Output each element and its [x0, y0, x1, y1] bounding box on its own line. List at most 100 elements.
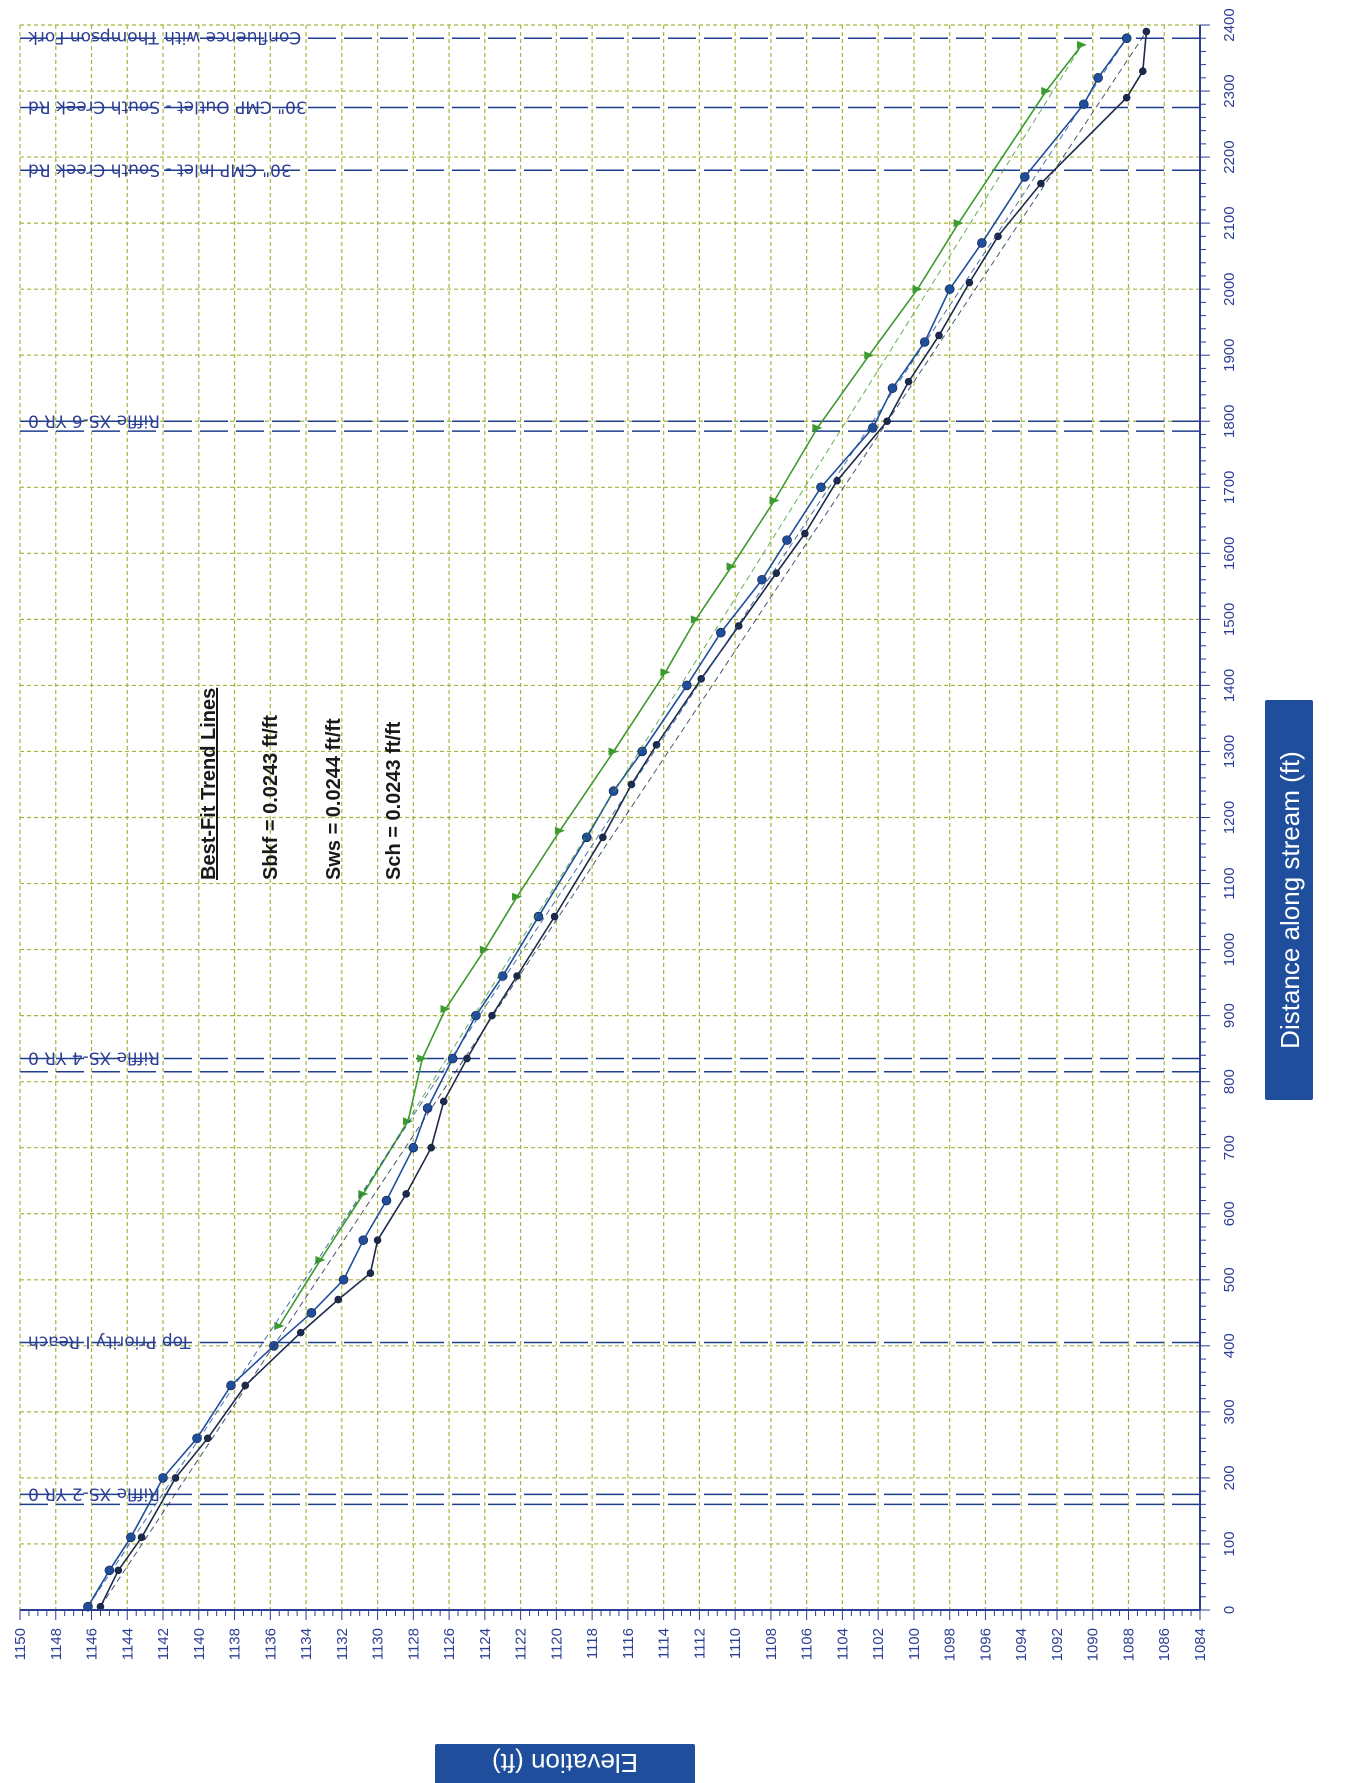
- series-point: [171, 1474, 180, 1482]
- series-point: [887, 383, 898, 394]
- y-tick-label: 1120: [548, 1628, 565, 1660]
- y-tick-label: 1136: [262, 1628, 279, 1660]
- x-tick-label: 2200: [1221, 140, 1238, 173]
- y-tick-label: 1142: [155, 1628, 172, 1660]
- series-group: [83, 27, 1151, 1612]
- series-point: [366, 1269, 375, 1277]
- y-tick-label: 1114: [656, 1628, 673, 1659]
- x-tick-label: 1500: [1221, 603, 1238, 636]
- y-tick-label: 1132: [334, 1628, 351, 1660]
- series-point: [408, 1142, 419, 1153]
- y-axis-title: Elevation (ft): [492, 1748, 638, 1778]
- series-point: [550, 912, 559, 921]
- x-tick-label: 1200: [1221, 801, 1238, 834]
- reference-lines: Riffle XS-2 YR 0 Top Priority I Reach Riff…: [20, 27, 1200, 1506]
- y-tick-label: 1128: [405, 1628, 422, 1660]
- y-tick-label: 1144: [119, 1628, 136, 1660]
- series-point: [912, 285, 923, 294]
- series-point: [1122, 93, 1131, 102]
- x-axis-title: Distance along stream (ft): [1275, 751, 1305, 1049]
- series-point: [296, 1328, 305, 1337]
- series-point: [1138, 67, 1147, 76]
- series-point: [726, 562, 737, 571]
- y-tick-label: 1084: [1192, 1628, 1209, 1661]
- series-point: [126, 1532, 136, 1543]
- series-point: [427, 1143, 436, 1152]
- series-point: [338, 1274, 349, 1285]
- y-tick-label: 1116: [620, 1628, 637, 1659]
- series-point: [306, 1308, 317, 1318]
- axes: 0 100 200 300 400 500 600 700 800 900 1000 1100 1200…: [12, 8, 1238, 1661]
- series-point: [422, 1103, 433, 1113]
- reference-line-label: Top Priority I Reach: [28, 1332, 191, 1352]
- series-point: [935, 331, 943, 340]
- series-point: [137, 1533, 146, 1542]
- series-point: [192, 1433, 202, 1444]
- series-point: [203, 1434, 212, 1443]
- series-point: [158, 1473, 168, 1483]
- x-tick-label: 2000: [1221, 272, 1238, 305]
- annotation-line-sbkf: Sbkf = 0.0243 ft/ft: [260, 715, 282, 880]
- x-tick-label: 100: [1221, 1531, 1238, 1556]
- x-tick-label: 600: [1221, 1201, 1238, 1226]
- x-tick-label: 2300: [1221, 74, 1238, 107]
- series-point: [868, 423, 878, 433]
- series-point: [660, 668, 671, 677]
- reference-line-label: Riffle XS-2 YR 0: [28, 1483, 160, 1503]
- x-axis-title-group: Distance along stream (ft): [1265, 700, 1313, 1100]
- y-tick-label: 1112: [691, 1628, 708, 1659]
- series-point: [439, 1097, 448, 1106]
- series-point: [497, 971, 508, 981]
- x-tick-label: 700: [1221, 1135, 1238, 1160]
- y-tick-label: 1130: [370, 1628, 387, 1660]
- x-tick-label: 1400: [1221, 669, 1238, 702]
- series-point: [417, 1054, 428, 1063]
- series-point: [944, 284, 955, 294]
- series-line: [87, 37, 1128, 1608]
- x-tick-label: 1000: [1221, 933, 1238, 966]
- y-tick-label: 1094: [1013, 1628, 1030, 1661]
- trend-annotation: Best-Fit Trend Lines Sbkf = 0.0243 ft/ft…: [198, 688, 405, 880]
- trend-line: [278, 44, 1083, 1327]
- x-tick-label: 300: [1221, 1399, 1238, 1424]
- x-tick-label: 800: [1221, 1069, 1238, 1094]
- series-point: [816, 482, 826, 493]
- x-tick-label: 1600: [1221, 537, 1238, 570]
- series-point: [769, 496, 780, 505]
- y-tick-label: 1138: [227, 1628, 244, 1660]
- series-point: [1121, 33, 1132, 44]
- x-tick-label: 500: [1221, 1267, 1238, 1292]
- y-tick-label: 1108: [763, 1628, 780, 1660]
- y-tick-label: 1110: [727, 1628, 744, 1659]
- x-tick-label: 200: [1221, 1465, 1238, 1490]
- series-point: [1078, 99, 1089, 110]
- series-point: [637, 746, 647, 757]
- y-axis-title-group: Elevation (ft): [435, 1744, 695, 1783]
- trend-line: [87, 37, 1128, 1607]
- y-tick-label: 1150: [12, 1628, 29, 1660]
- y-tick-label: 1148: [48, 1628, 65, 1660]
- x-tick-label: 900: [1221, 1003, 1238, 1028]
- x-tick-label: 1100: [1221, 867, 1238, 899]
- reference-line-label: 30" CMP Inlet - South Creek Rd: [28, 159, 292, 179]
- series-point: [463, 1054, 471, 1063]
- reference-line-label: 30" CMP Outlet - South Creek Rd: [28, 97, 307, 117]
- series-point: [812, 423, 823, 432]
- series-point: [782, 535, 792, 545]
- series-point: [682, 680, 692, 691]
- series-point: [512, 892, 523, 901]
- series-point: [599, 833, 607, 842]
- x-tick-label: 400: [1221, 1333, 1238, 1358]
- series-point: [904, 377, 913, 386]
- y-tick-label: 1124: [477, 1628, 494, 1660]
- series-point: [772, 569, 781, 577]
- series-point: [965, 278, 974, 287]
- series-point: [381, 1195, 392, 1206]
- series-point: [479, 945, 490, 954]
- series-point: [734, 622, 743, 630]
- annotation-line-sws: Sws = 0.0244 ft/ft: [323, 718, 345, 880]
- x-tick-label: 1300: [1221, 735, 1238, 768]
- series-point: [315, 1255, 326, 1264]
- series-point: [402, 1190, 410, 1198]
